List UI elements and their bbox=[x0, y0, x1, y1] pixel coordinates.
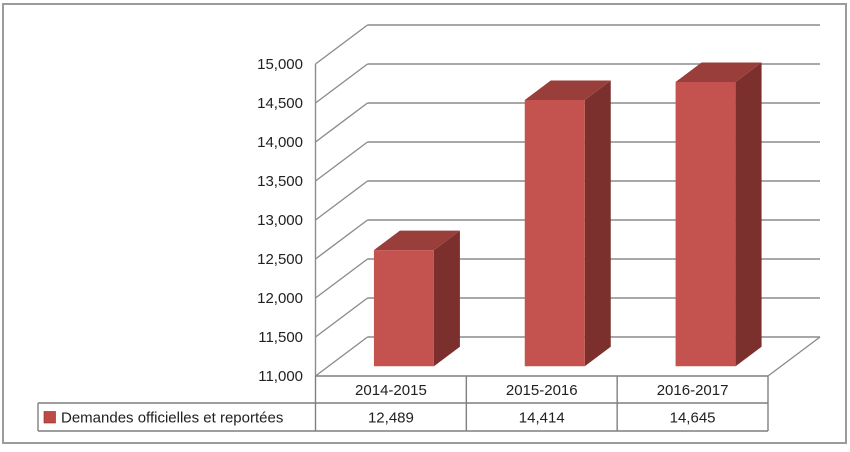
side-wall-gridline bbox=[315, 180, 368, 221]
category-cell-label: 2016-2017 bbox=[657, 382, 729, 399]
side-wall-gridline bbox=[315, 141, 368, 182]
side-wall-gridline bbox=[315, 219, 368, 260]
category-cell-label: 2015-2016 bbox=[506, 382, 578, 399]
legend: Demandes officielles et reportées bbox=[43, 410, 283, 427]
bar-2015-2016 bbox=[524, 80, 611, 367]
value-cell-label: 14,645 bbox=[670, 410, 716, 427]
y-axis-tick-label: 15,000 bbox=[257, 56, 303, 73]
data-table: 2014-2015 2015-2016 2016-2017 12,489 14,414 1… bbox=[37, 375, 769, 432]
y-axis-tick-label: 12,000 bbox=[257, 290, 303, 307]
side-wall-gridline bbox=[315, 24, 368, 65]
floor-right-edge bbox=[767, 336, 821, 377]
bar-2014-2015 bbox=[373, 230, 460, 367]
y-axis-tick-label: 14,000 bbox=[257, 134, 303, 151]
bar-top-face bbox=[524, 80, 611, 100]
bar-front-face bbox=[373, 250, 434, 367]
bar-side-face bbox=[584, 80, 611, 367]
side-wall-gridline bbox=[315, 336, 368, 377]
side-wall-gridline bbox=[315, 63, 368, 104]
category-cell-label: 2014-2015 bbox=[355, 382, 427, 399]
y-axis-labels: 11,000 11,500 12,000 12,500 13,000 13,500 14,0… bbox=[257, 56, 303, 385]
y-axis-tick-label: 13,000 bbox=[257, 212, 303, 229]
y-axis-tick-label: 11,000 bbox=[258, 368, 303, 385]
legend-label: Demandes officielles et reportées bbox=[61, 410, 283, 427]
y-axis-tick-label: 12,500 bbox=[257, 251, 303, 268]
bar-top-face bbox=[675, 62, 762, 82]
y-axis-tick-label: 11,500 bbox=[258, 329, 303, 346]
side-wall-gridline bbox=[315, 102, 368, 143]
figure-border bbox=[2, 3, 847, 444]
y-axis-tick-label: 13,500 bbox=[257, 173, 303, 190]
value-cell-label: 12,489 bbox=[368, 410, 414, 427]
side-wall-gridline bbox=[315, 258, 368, 299]
legend-swatch bbox=[43, 411, 56, 424]
y-axis-tick-label: 14,500 bbox=[257, 95, 303, 112]
bar-side-face bbox=[433, 230, 460, 367]
value-cell-label: 14,414 bbox=[519, 410, 565, 427]
bar-front-face bbox=[675, 81, 736, 367]
bar-series bbox=[373, 62, 762, 367]
bar-side-face bbox=[735, 62, 762, 367]
bar-front-face bbox=[524, 99, 585, 367]
side-wall-gridline bbox=[315, 297, 368, 338]
bar-top-face bbox=[373, 230, 460, 251]
bar-2016-2017 bbox=[675, 62, 762, 367]
